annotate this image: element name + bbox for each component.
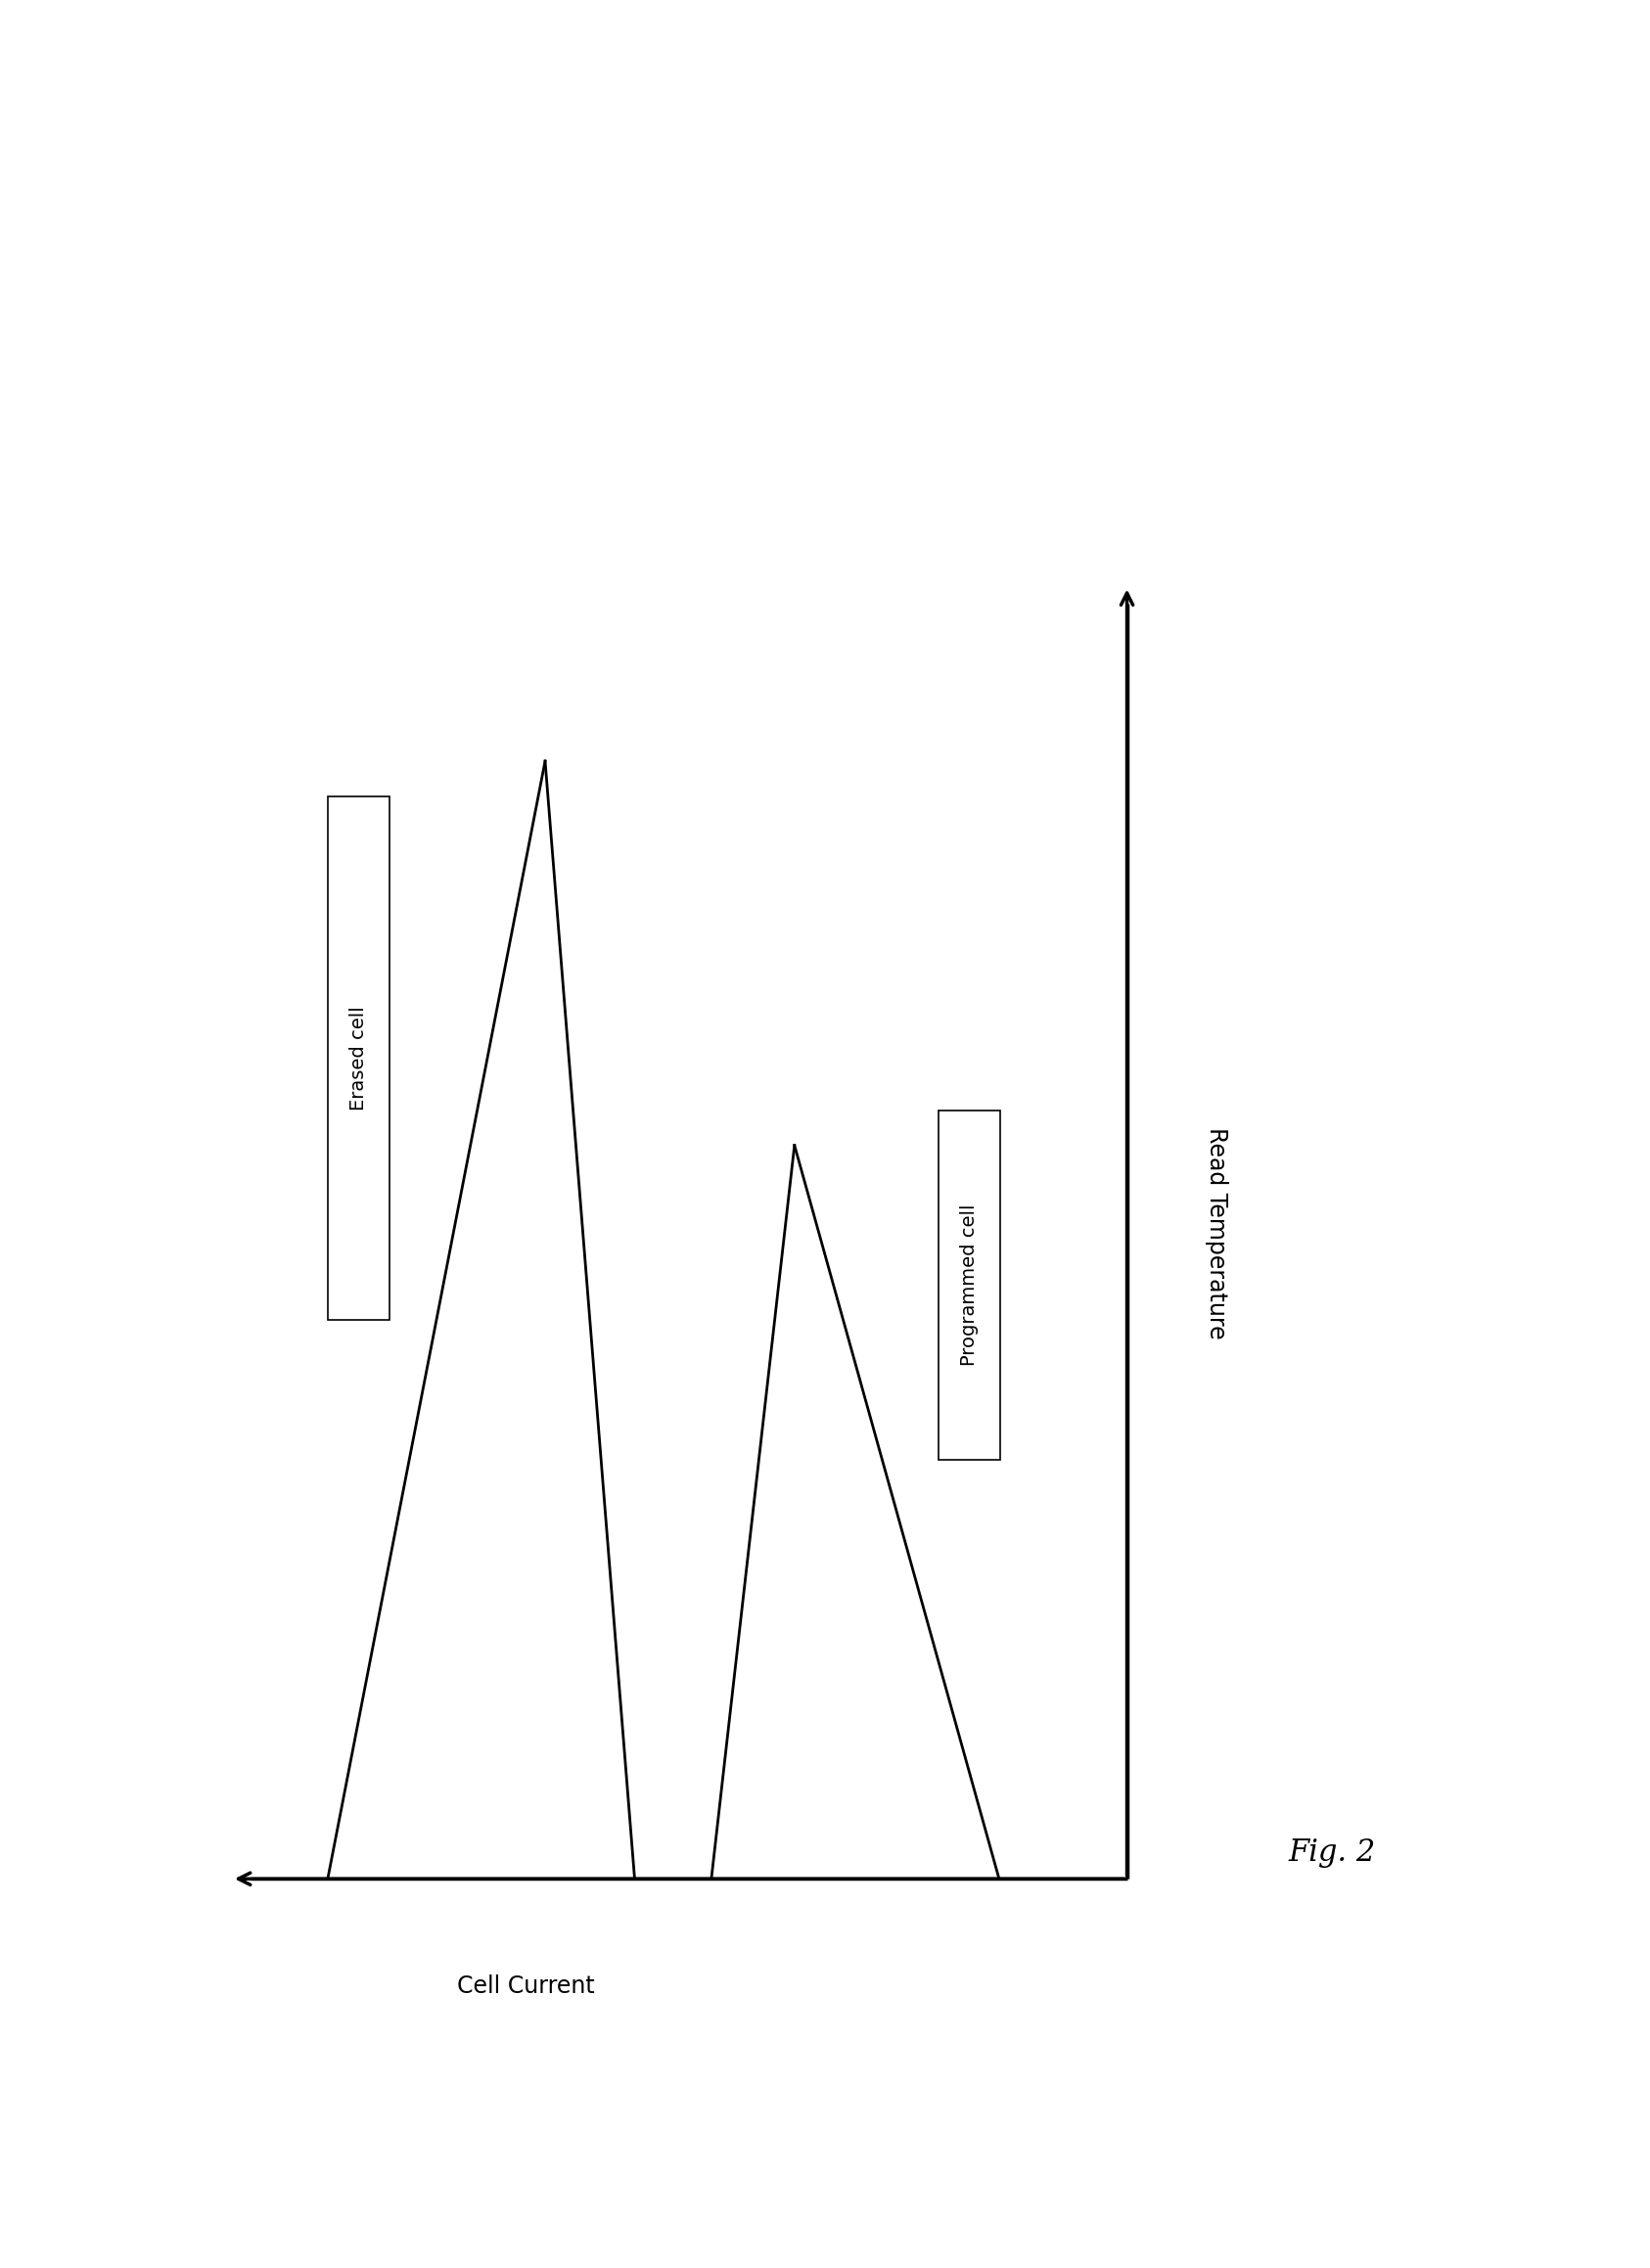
Text: Cell Current: Cell Current <box>457 1975 594 1998</box>
Bar <box>939 1111 1000 1461</box>
Bar <box>328 796 389 1320</box>
Text: Fig. 2: Fig. 2 <box>1289 1837 1374 1869</box>
Text: Read Temperature: Read Temperature <box>1204 1127 1228 1338</box>
Text: Erased cell: Erased cell <box>350 1005 368 1111</box>
Text: Programmed cell: Programmed cell <box>960 1204 978 1365</box>
